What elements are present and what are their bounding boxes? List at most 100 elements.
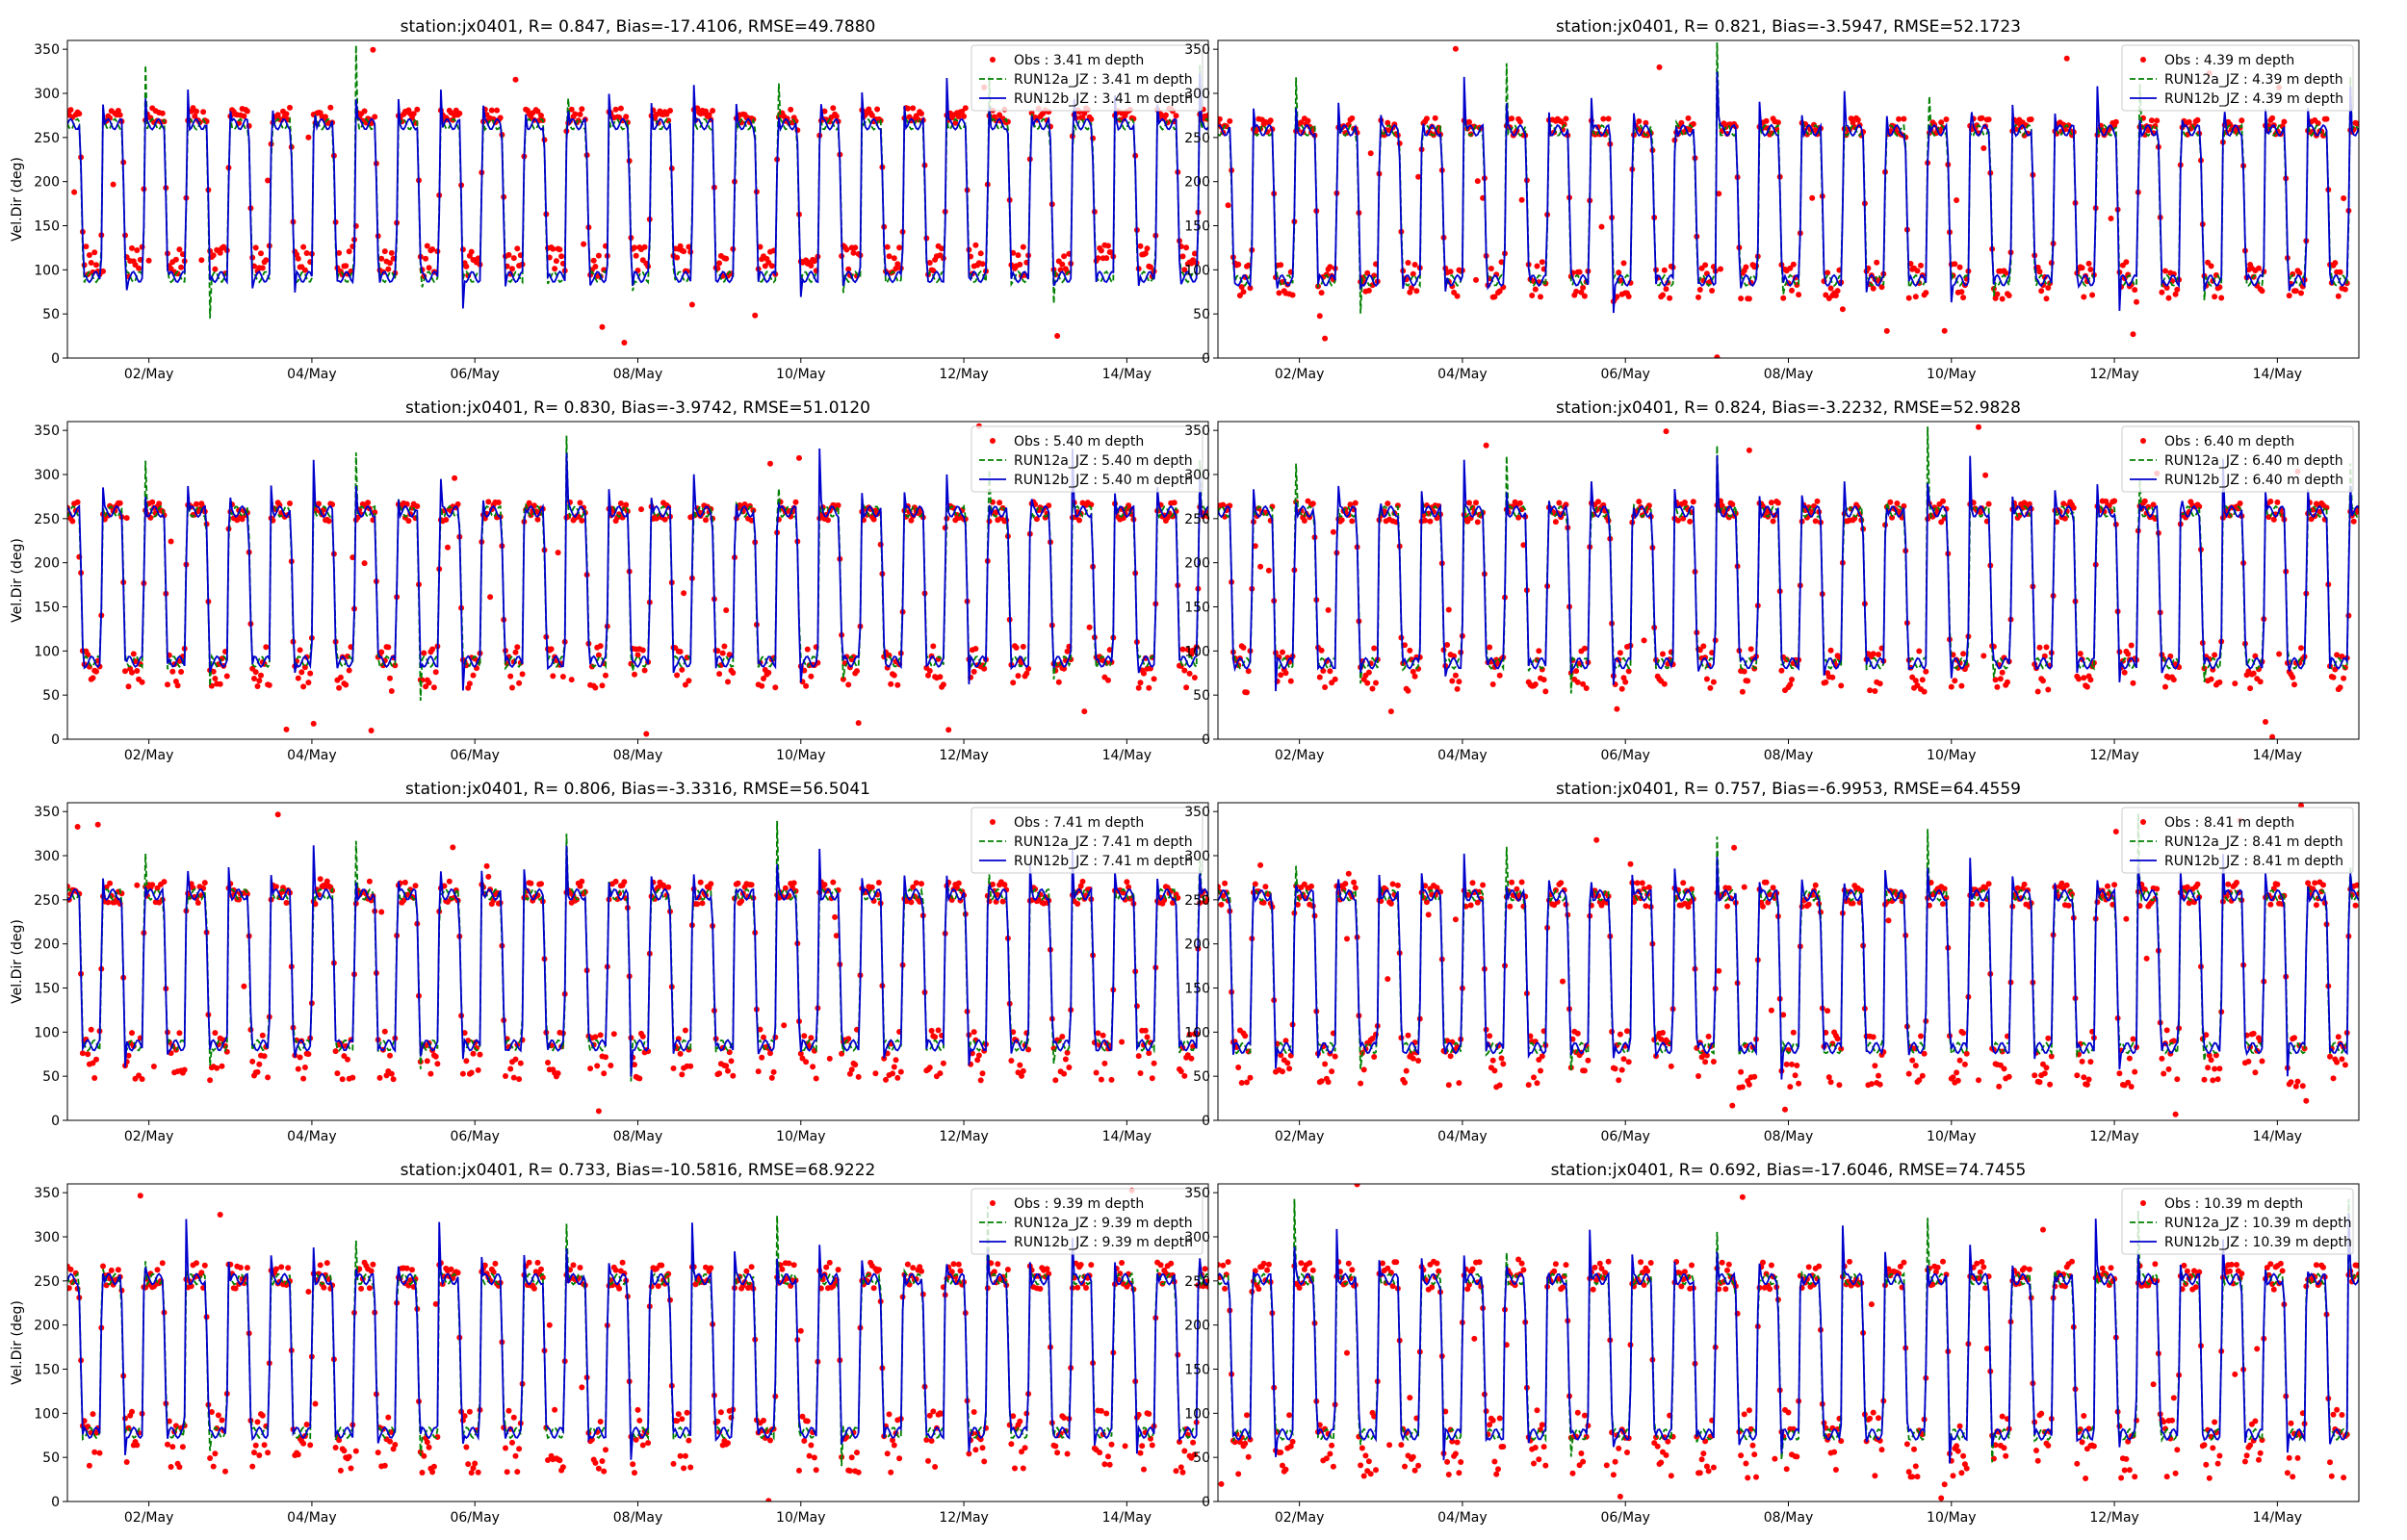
obs-point bbox=[2256, 265, 2262, 271]
obs-point bbox=[2079, 265, 2085, 271]
legend-label: Obs : 4.39 m depth bbox=[2164, 53, 2294, 68]
obs-point bbox=[755, 1068, 762, 1075]
x-tick-label: 10/May bbox=[1927, 748, 1976, 763]
obs-point bbox=[316, 500, 322, 507]
obs-point bbox=[93, 1056, 99, 1063]
obs-point bbox=[132, 262, 139, 269]
obs-point bbox=[1227, 117, 1233, 124]
obs-point bbox=[410, 111, 417, 117]
obs-point bbox=[2216, 679, 2223, 685]
x-tick-label: 02/May bbox=[1275, 367, 1324, 382]
obs-point bbox=[806, 1452, 813, 1459]
legend-label: RUN12b_JZ : 5.40 m depth bbox=[1014, 473, 1193, 488]
obs-point bbox=[1061, 253, 1068, 260]
obs-point bbox=[241, 983, 247, 989]
obs-point bbox=[2130, 331, 2136, 338]
obs-point bbox=[925, 1457, 931, 1464]
obs-point bbox=[595, 252, 602, 259]
x-tick-label: 02/May bbox=[1275, 1129, 1324, 1144]
obs-point bbox=[1643, 903, 1649, 910]
panel-6: station:jx0401, R= 0.757, Bias=-6.9953, … bbox=[1184, 780, 2360, 1144]
obs-point bbox=[509, 684, 515, 691]
y-tick-label: 100 bbox=[34, 644, 60, 659]
obs-point bbox=[723, 255, 730, 262]
obs-point bbox=[679, 1071, 686, 1078]
obs-point bbox=[708, 1265, 714, 1271]
legend-label: Obs : 6.40 m depth bbox=[2164, 434, 2294, 449]
obs-point bbox=[1066, 1065, 1073, 1070]
obs-point bbox=[870, 1285, 877, 1292]
obs-point bbox=[1710, 679, 1717, 685]
obs-point bbox=[136, 265, 142, 271]
obs-point bbox=[1850, 119, 1856, 126]
obs-point bbox=[601, 1070, 608, 1077]
obs-point bbox=[1774, 119, 1781, 126]
obs-point bbox=[1008, 1441, 1015, 1448]
obs-point bbox=[1741, 884, 1747, 890]
obs-point bbox=[2077, 651, 2083, 657]
obs-point bbox=[1286, 1065, 1293, 1072]
obs-point bbox=[468, 248, 475, 255]
obs-point bbox=[1580, 284, 1587, 291]
obs-point bbox=[1787, 1084, 1794, 1091]
obs-point bbox=[176, 1030, 183, 1037]
obs-point bbox=[1518, 196, 1525, 203]
obs-point bbox=[1952, 678, 1958, 684]
obs-point bbox=[2123, 259, 2130, 266]
obs-point bbox=[1870, 651, 1876, 657]
obs-point bbox=[345, 1056, 350, 1063]
obs-point bbox=[1814, 498, 1821, 504]
obs-point bbox=[1496, 672, 1503, 679]
obs-point bbox=[429, 1469, 436, 1476]
obs-point bbox=[1718, 266, 1723, 272]
obs-point bbox=[645, 1440, 652, 1447]
obs-point bbox=[2342, 1062, 2348, 1068]
obs-point bbox=[1402, 642, 1408, 649]
obs-point bbox=[307, 1442, 314, 1449]
obs-point bbox=[632, 244, 637, 251]
obs-point bbox=[1789, 677, 1795, 682]
obs-point bbox=[310, 720, 317, 727]
obs-point bbox=[300, 244, 307, 250]
obs-point bbox=[1952, 261, 1958, 268]
x-tick-label: 08/May bbox=[1764, 367, 1813, 382]
obs-point bbox=[1444, 642, 1451, 648]
obs-point bbox=[1901, 116, 1907, 122]
obs-point bbox=[1581, 645, 1588, 652]
obs-point bbox=[1347, 501, 1354, 508]
obs-point bbox=[1019, 1072, 1024, 1079]
obs-point bbox=[421, 650, 427, 656]
obs-point bbox=[621, 340, 628, 346]
legend-marker-obs bbox=[2140, 438, 2146, 444]
obs-point bbox=[1941, 886, 1948, 892]
obs-point bbox=[1017, 1418, 1023, 1424]
obs-point bbox=[2005, 679, 2010, 685]
obs-point bbox=[485, 499, 492, 505]
obs-point bbox=[1247, 1074, 1254, 1081]
obs-point bbox=[381, 1028, 388, 1035]
obs-point bbox=[1061, 1415, 1068, 1421]
obs-point bbox=[325, 518, 332, 525]
obs-point bbox=[1491, 1067, 1498, 1074]
series-line-run12b bbox=[67, 448, 1208, 691]
obs-point bbox=[1487, 1033, 1493, 1040]
obs-point bbox=[2141, 498, 2148, 504]
obs-point bbox=[430, 684, 437, 691]
obs-point bbox=[910, 105, 917, 112]
obs-point bbox=[1278, 672, 1284, 679]
obs-point bbox=[2276, 651, 2283, 657]
obs-point bbox=[307, 670, 314, 677]
y-tick-label: 200 bbox=[1184, 175, 1210, 191]
obs-point bbox=[2040, 678, 2046, 684]
obs-point bbox=[526, 500, 532, 506]
obs-point bbox=[1894, 500, 1901, 506]
obs-point bbox=[194, 108, 199, 115]
y-tick-label: 350 bbox=[34, 42, 60, 58]
y-tick-label: 350 bbox=[34, 424, 60, 439]
obs-point bbox=[1636, 118, 1643, 124]
obs-point bbox=[1560, 978, 1566, 985]
obs-point bbox=[107, 880, 114, 886]
obs-point bbox=[179, 1444, 186, 1450]
obs-point bbox=[725, 1067, 731, 1074]
obs-point bbox=[287, 500, 293, 506]
